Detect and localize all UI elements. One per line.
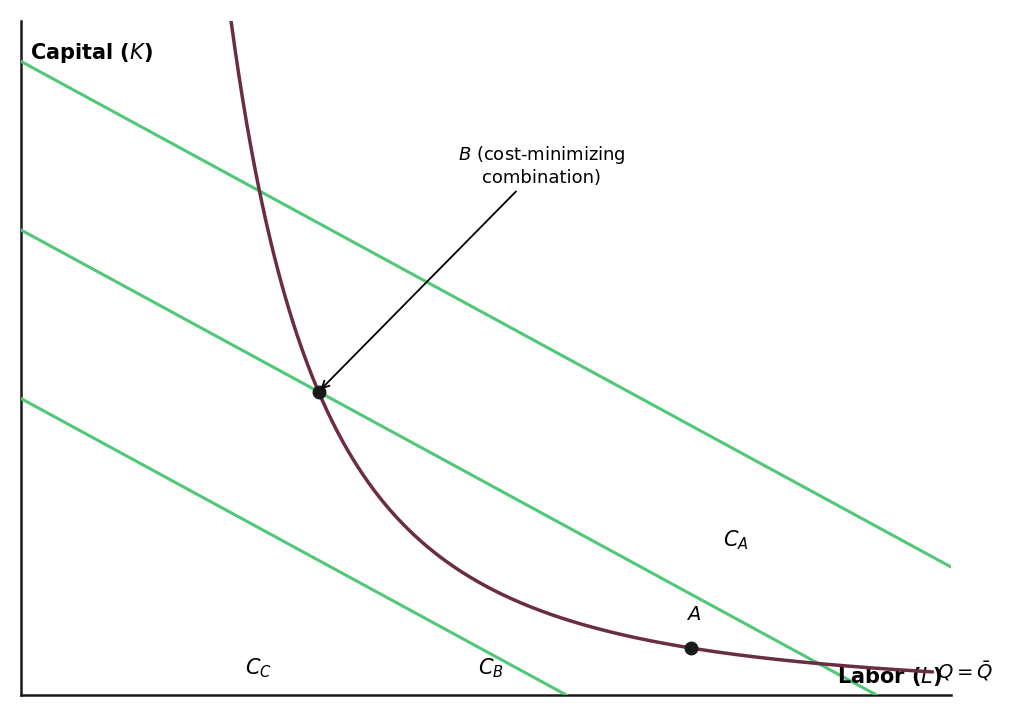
- Text: $\mathit{A}$: $\mathit{A}$: [686, 605, 701, 624]
- Text: $C_C$: $C_C$: [245, 657, 271, 680]
- Text: $Q = \bar{Q}$: $Q = \bar{Q}$: [937, 659, 993, 683]
- Text: Capital ($\mathbf{\mathit{K}}$): Capital ($\mathbf{\mathit{K}}$): [30, 41, 153, 65]
- Text: $\mathit{B}$ (cost-minimizing
combination): $\mathit{B}$ (cost-minimizing combinatio…: [322, 144, 626, 388]
- Text: $C_A$: $C_A$: [723, 528, 749, 552]
- Text: $C_B$: $C_B$: [478, 657, 504, 680]
- Text: Labor ($\mathbf{\mathit{L}}$): Labor ($\mathbf{\mathit{L}}$): [836, 665, 942, 688]
